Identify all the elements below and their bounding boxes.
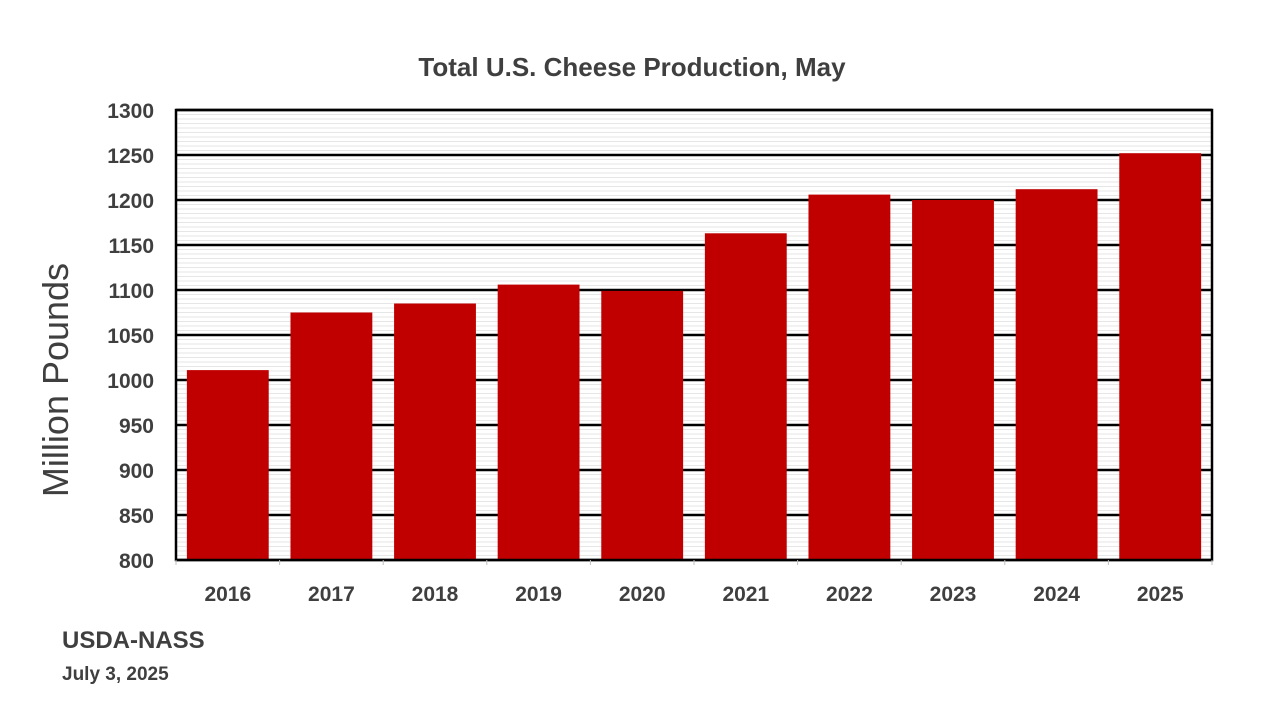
bar-2025	[1119, 153, 1202, 560]
x-tick-label: 2022	[826, 583, 873, 606]
bar-2022	[808, 194, 891, 560]
x-tick-label: 2019	[515, 583, 562, 606]
x-tick-label: 2016	[204, 583, 251, 606]
bar-2023	[912, 200, 994, 560]
x-tick-label: 2018	[412, 583, 459, 606]
chart-title: Total U.S. Cheese Production, May	[418, 52, 846, 82]
y-tick-label: 950	[119, 415, 154, 438]
bar-2018	[394, 303, 476, 560]
x-tick-label: 2025	[1137, 583, 1184, 606]
bars	[186, 153, 1202, 561]
bar-2021	[704, 233, 787, 561]
x-tick-label: 2024	[1033, 583, 1080, 606]
y-tick-label: 1050	[107, 325, 154, 348]
bar-2020	[601, 290, 684, 560]
bar-2019	[497, 284, 580, 560]
y-tick-label: 1100	[108, 280, 154, 303]
x-tick-labels: 2016 2017 2018 2019 2020 2021 2022 2023 2024 2025	[175, 560, 1213, 606]
x-tick-label: 2020	[619, 583, 666, 606]
y-axis-title: Million Pounds	[35, 263, 76, 497]
y-tick-label: 850	[119, 505, 154, 528]
bar-2024	[1015, 189, 1098, 560]
y-tick-label: 1300	[107, 100, 154, 123]
x-tick-label: 2021	[722, 583, 769, 606]
y-tick-labels: 800 850 900 950 1000 1050 1100 1150 1200 1250 1300	[107, 100, 154, 573]
x-tick-label: 2023	[930, 583, 977, 606]
y-tick-label: 1000	[107, 370, 154, 393]
bar-2016	[186, 370, 269, 560]
y-tick-label: 800	[119, 550, 154, 573]
y-tick-label: 1250	[107, 145, 154, 168]
y-tick-label: 900	[119, 460, 154, 483]
x-tick-label: 2017	[308, 583, 355, 606]
y-tick-label: 1150	[108, 235, 154, 258]
y-tick-label: 1200	[107, 190, 154, 213]
bar-2017	[290, 312, 373, 560]
release-date: July 3, 2025	[62, 664, 169, 685]
source-label: USDA-NASS	[62, 627, 205, 654]
